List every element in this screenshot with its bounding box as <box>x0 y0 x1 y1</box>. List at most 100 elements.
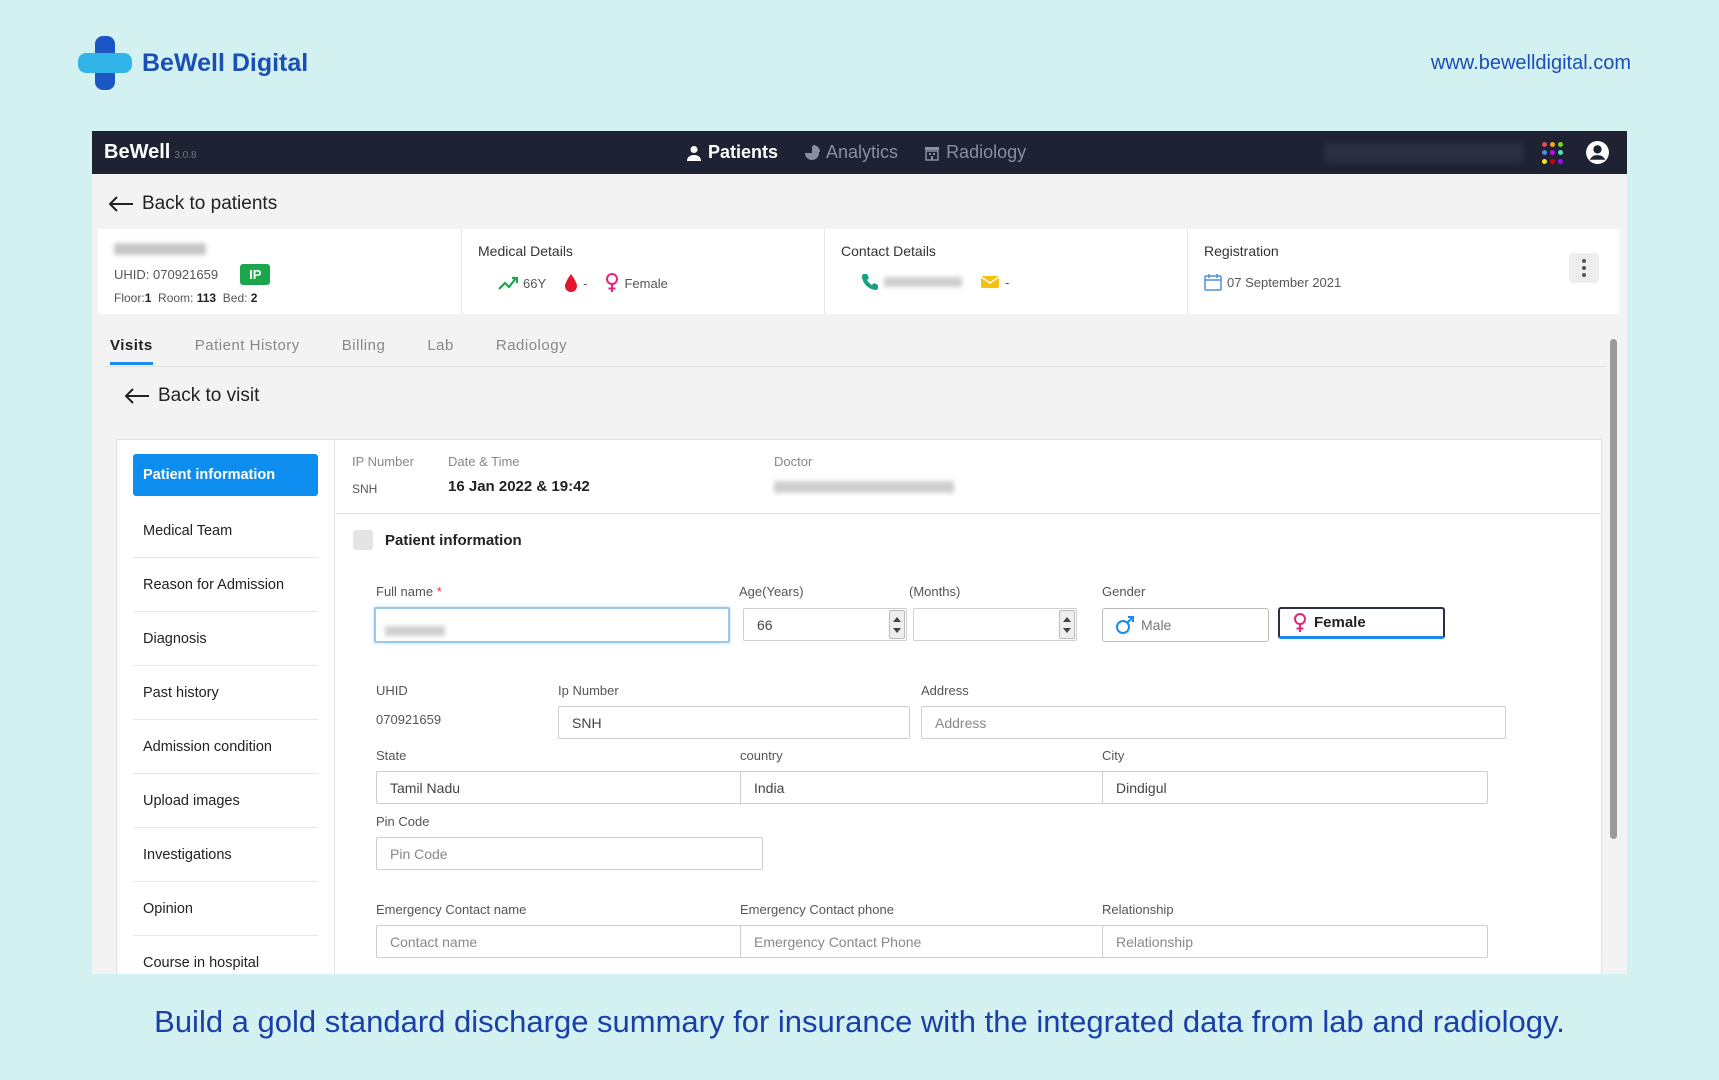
website-url: www.bewelldigital.com <box>1430 52 1631 74</box>
nav-patients-label: Patients <box>708 142 779 162</box>
nav-radiology[interactable]: Radiology <box>924 142 1026 163</box>
gender-female-label: Female <box>1314 614 1366 631</box>
full-name-label-text: Full name <box>376 584 434 599</box>
back-to-visit-link[interactable]: Back to visit <box>124 385 259 407</box>
tab-lab[interactable]: Lab <box>427 337 454 354</box>
email-value: - <box>1005 274 1010 290</box>
emergency-contact-phone-input[interactable] <box>740 925 1126 958</box>
full-name-label: Full name * <box>376 584 442 599</box>
tab-visits[interactable]: Visits <box>110 337 153 365</box>
ip-number-field-label: Ip Number <box>558 683 619 698</box>
gender-male-option[interactable]: Male <box>1102 608 1269 642</box>
sidebar-item-diagnosis[interactable]: Diagnosis <box>133 612 318 666</box>
bed-value: 2 <box>250 291 258 305</box>
age-value: 66Y <box>523 275 547 291</box>
age-years-input[interactable] <box>743 608 907 641</box>
section-header: Patient information <box>353 530 522 550</box>
contact-details: Contact Details - <box>825 229 1188 314</box>
country-input[interactable] <box>740 771 1126 804</box>
app-window: BeWell 3.0.8 Patients Analytics Radiolog… <box>92 131 1627 974</box>
date-time-value: 16 Jan 2022 & 19:42 <box>448 478 590 495</box>
relationship-label: Relationship <box>1102 902 1174 917</box>
sidebar-item-medical-team[interactable]: Medical Team <box>133 504 318 558</box>
main-nav: Patients Analytics Radiology <box>686 131 1026 174</box>
emergency-contact-name-input[interactable] <box>376 925 763 958</box>
age-months-input[interactable] <box>913 608 1077 641</box>
bed-label: Bed: <box>222 291 248 305</box>
apps-grid-icon[interactable] <box>1542 142 1564 164</box>
relationship-input[interactable] <box>1102 925 1488 958</box>
ip-number-label: IP Number <box>352 454 414 469</box>
address-input[interactable] <box>921 706 1506 739</box>
tabs-divider <box>104 366 1606 367</box>
state-input[interactable] <box>376 771 763 804</box>
patient-identity: UHID: 070921659 IP Floor:1 Room: 113 Bed… <box>98 229 462 314</box>
visit-sidebar: Patient information Medical Team Reason … <box>117 440 335 974</box>
profile-icon[interactable] <box>1585 140 1610 165</box>
medical-details-title: Medical Details <box>478 243 573 259</box>
patient-summary-card: UHID: 070921659 IP Floor:1 Room: 113 Bed… <box>98 229 1619 314</box>
female-icon <box>1294 612 1306 632</box>
more-options-button[interactable] <box>1569 253 1599 283</box>
section-checkbox[interactable] <box>353 530 373 550</box>
gender-female-option[interactable]: Female <box>1278 607 1445 639</box>
back-to-patients-link[interactable]: Back to patients <box>108 193 277 215</box>
blood-drop-icon <box>565 274 578 292</box>
app-version: 3.0.8 <box>174 150 197 161</box>
sidebar-item-opinion[interactable]: Opinion <box>133 882 318 936</box>
male-icon <box>1116 616 1134 634</box>
nav-radiology-label: Radiology <box>946 142 1027 162</box>
nav-analytics-label: Analytics <box>826 142 899 162</box>
patient-tabs: Visits Patient History Billing Lab Radio… <box>110 337 567 365</box>
cross-logo-icon <box>78 36 132 90</box>
age-months-label: (Months) <box>909 584 961 599</box>
bed-location: Floor:1 Room: 113 Bed: 2 <box>114 291 445 305</box>
patient-uhid: UHID: 070921659 <box>114 267 219 282</box>
full-name-input[interactable] <box>374 607 730 643</box>
doctor-label: Doctor <box>774 454 813 469</box>
tab-billing[interactable]: Billing <box>341 337 386 354</box>
sidebar-item-upload-images[interactable]: Upload images <box>133 774 318 828</box>
sidebar-item-past-history[interactable]: Past history <box>133 666 318 720</box>
room-value: 113 <box>196 291 217 305</box>
sidebar-item-investigations[interactable]: Investigations <box>133 828 318 882</box>
tab-patient-history[interactable]: Patient History <box>194 337 300 354</box>
phone-icon <box>862 274 878 290</box>
city-input[interactable] <box>1102 771 1488 804</box>
email-icon <box>980 276 1000 288</box>
room-label: Room: <box>158 291 194 305</box>
blood-group-value: - <box>583 275 588 291</box>
user-icon <box>687 145 701 161</box>
nav-patients[interactable]: Patients <box>686 142 778 163</box>
female-icon <box>606 273 619 292</box>
city-label: City <box>1102 748 1125 763</box>
top-navbar: BeWell 3.0.8 Patients Analytics Radiolog… <box>92 131 1627 174</box>
sidebar-item-admission-condition[interactable]: Admission condition <box>133 720 318 774</box>
nav-analytics[interactable]: Analytics <box>804 142 898 163</box>
back-to-visit-label: Back to visit <box>158 385 260 406</box>
app-name: BeWell <box>104 141 171 163</box>
floor-value: 1 <box>144 291 152 305</box>
registration-date: 07 September 2021 <box>1227 274 1342 290</box>
trend-up-icon <box>498 276 518 290</box>
phone-redacted <box>884 277 962 287</box>
pin-code-label: Pin Code <box>376 814 430 829</box>
full-name-redacted <box>385 626 445 636</box>
ip-number-value: SNH <box>352 482 378 496</box>
registration-title: Registration <box>1204 243 1279 259</box>
doctor-name-redacted <box>774 481 954 493</box>
age-months-stepper[interactable] <box>1059 610 1075 639</box>
brand-name: BeWell Digital <box>142 48 309 77</box>
age-years-stepper[interactable] <box>889 610 905 639</box>
visit-panel: Patient information Medical Team Reason … <box>116 439 1602 974</box>
uhid-label: UHID <box>376 683 408 698</box>
gender-label: Gender <box>1102 584 1146 599</box>
sidebar-item-patient-information[interactable]: Patient information <box>133 454 318 496</box>
pin-code-input[interactable] <box>376 837 763 870</box>
floor-label: Floor: <box>114 291 145 305</box>
tab-radiology[interactable]: Radiology <box>495 337 568 354</box>
sidebar-item-reason-for-admission[interactable]: Reason for Admission <box>133 558 318 612</box>
page-scrollbar[interactable] <box>1610 339 1617 839</box>
ip-number-input[interactable] <box>558 706 910 739</box>
sidebar-item-course-in-hospital[interactable]: Course in hospital <box>133 936 318 974</box>
